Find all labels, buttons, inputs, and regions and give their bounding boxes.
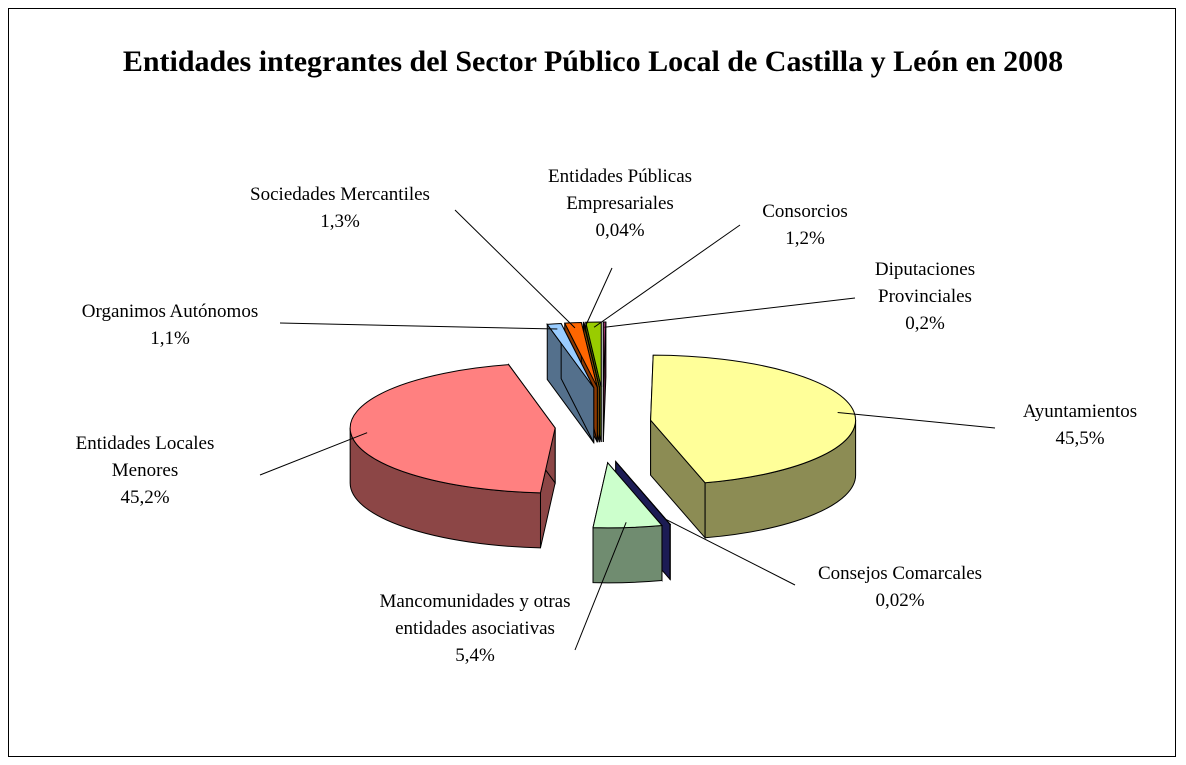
value-label: 0,2% (905, 313, 945, 334)
data-label: Diputaciones Provinciales 0,2% (850, 256, 1000, 337)
leader-line (259, 432, 368, 476)
category-label: Diputaciones Provinciales (874, 259, 976, 307)
leader-line (454, 209, 576, 329)
slice (563, 321, 598, 388)
value-label: 0,04% (595, 220, 645, 241)
data-label: Consejos Comarcales 0,02% (780, 560, 1020, 614)
value-label: 45,5% (1055, 428, 1105, 449)
slice (615, 461, 672, 525)
slice (602, 321, 607, 388)
value-label: 0,02% (875, 590, 925, 611)
leader-line (837, 411, 996, 429)
value-label: 45,2% (120, 487, 170, 508)
category-label: Entidades Locales Menores (75, 433, 215, 481)
leader-line (665, 518, 796, 586)
leader-line (279, 322, 558, 330)
value-label: 1,1% (150, 328, 190, 349)
value-label: 5,4% (455, 645, 495, 666)
category-label: Ayuntamientos (1022, 401, 1138, 422)
category-label: Entidades Públicas Empresariales (547, 166, 693, 214)
slice (650, 354, 857, 484)
leader-line (574, 522, 627, 651)
slice (546, 323, 595, 389)
category-label: Sociedades Mercantiles (250, 184, 430, 205)
value-label: 1,3% (320, 211, 360, 232)
data-label: Organimos Autónomos 1,1% (35, 298, 305, 352)
chart-title: Entidades integrantes del Sector Público… (122, 45, 1064, 78)
data-label: Entidades Locales Menores 45,2% (60, 430, 230, 511)
category-label: Organimos Autónomos (81, 301, 259, 322)
leader-line (593, 224, 741, 328)
slice (349, 364, 556, 494)
category-label: Mancomunidades y otras entidades asociat… (379, 591, 571, 639)
value-label: 1,2% (785, 228, 825, 249)
slice (582, 321, 600, 388)
data-label: Sociedades Mercantiles 1,3% (215, 181, 465, 235)
leader-line (604, 297, 856, 328)
data-label: Ayuntamientos 45,5% (990, 398, 1170, 452)
leader-line (584, 267, 613, 328)
data-label: Consorcios 1,2% (740, 198, 870, 252)
chart-frame (8, 8, 1176, 757)
category-label: Consejos Comarcales (817, 563, 983, 584)
data-label: Entidades Públicas Empresariales 0,04% (520, 163, 720, 244)
category-label: Consorcios (762, 201, 848, 222)
data-label: Mancomunidades y otras entidades asociat… (375, 588, 575, 669)
slice-wall (592, 524, 663, 584)
slice (592, 461, 663, 529)
